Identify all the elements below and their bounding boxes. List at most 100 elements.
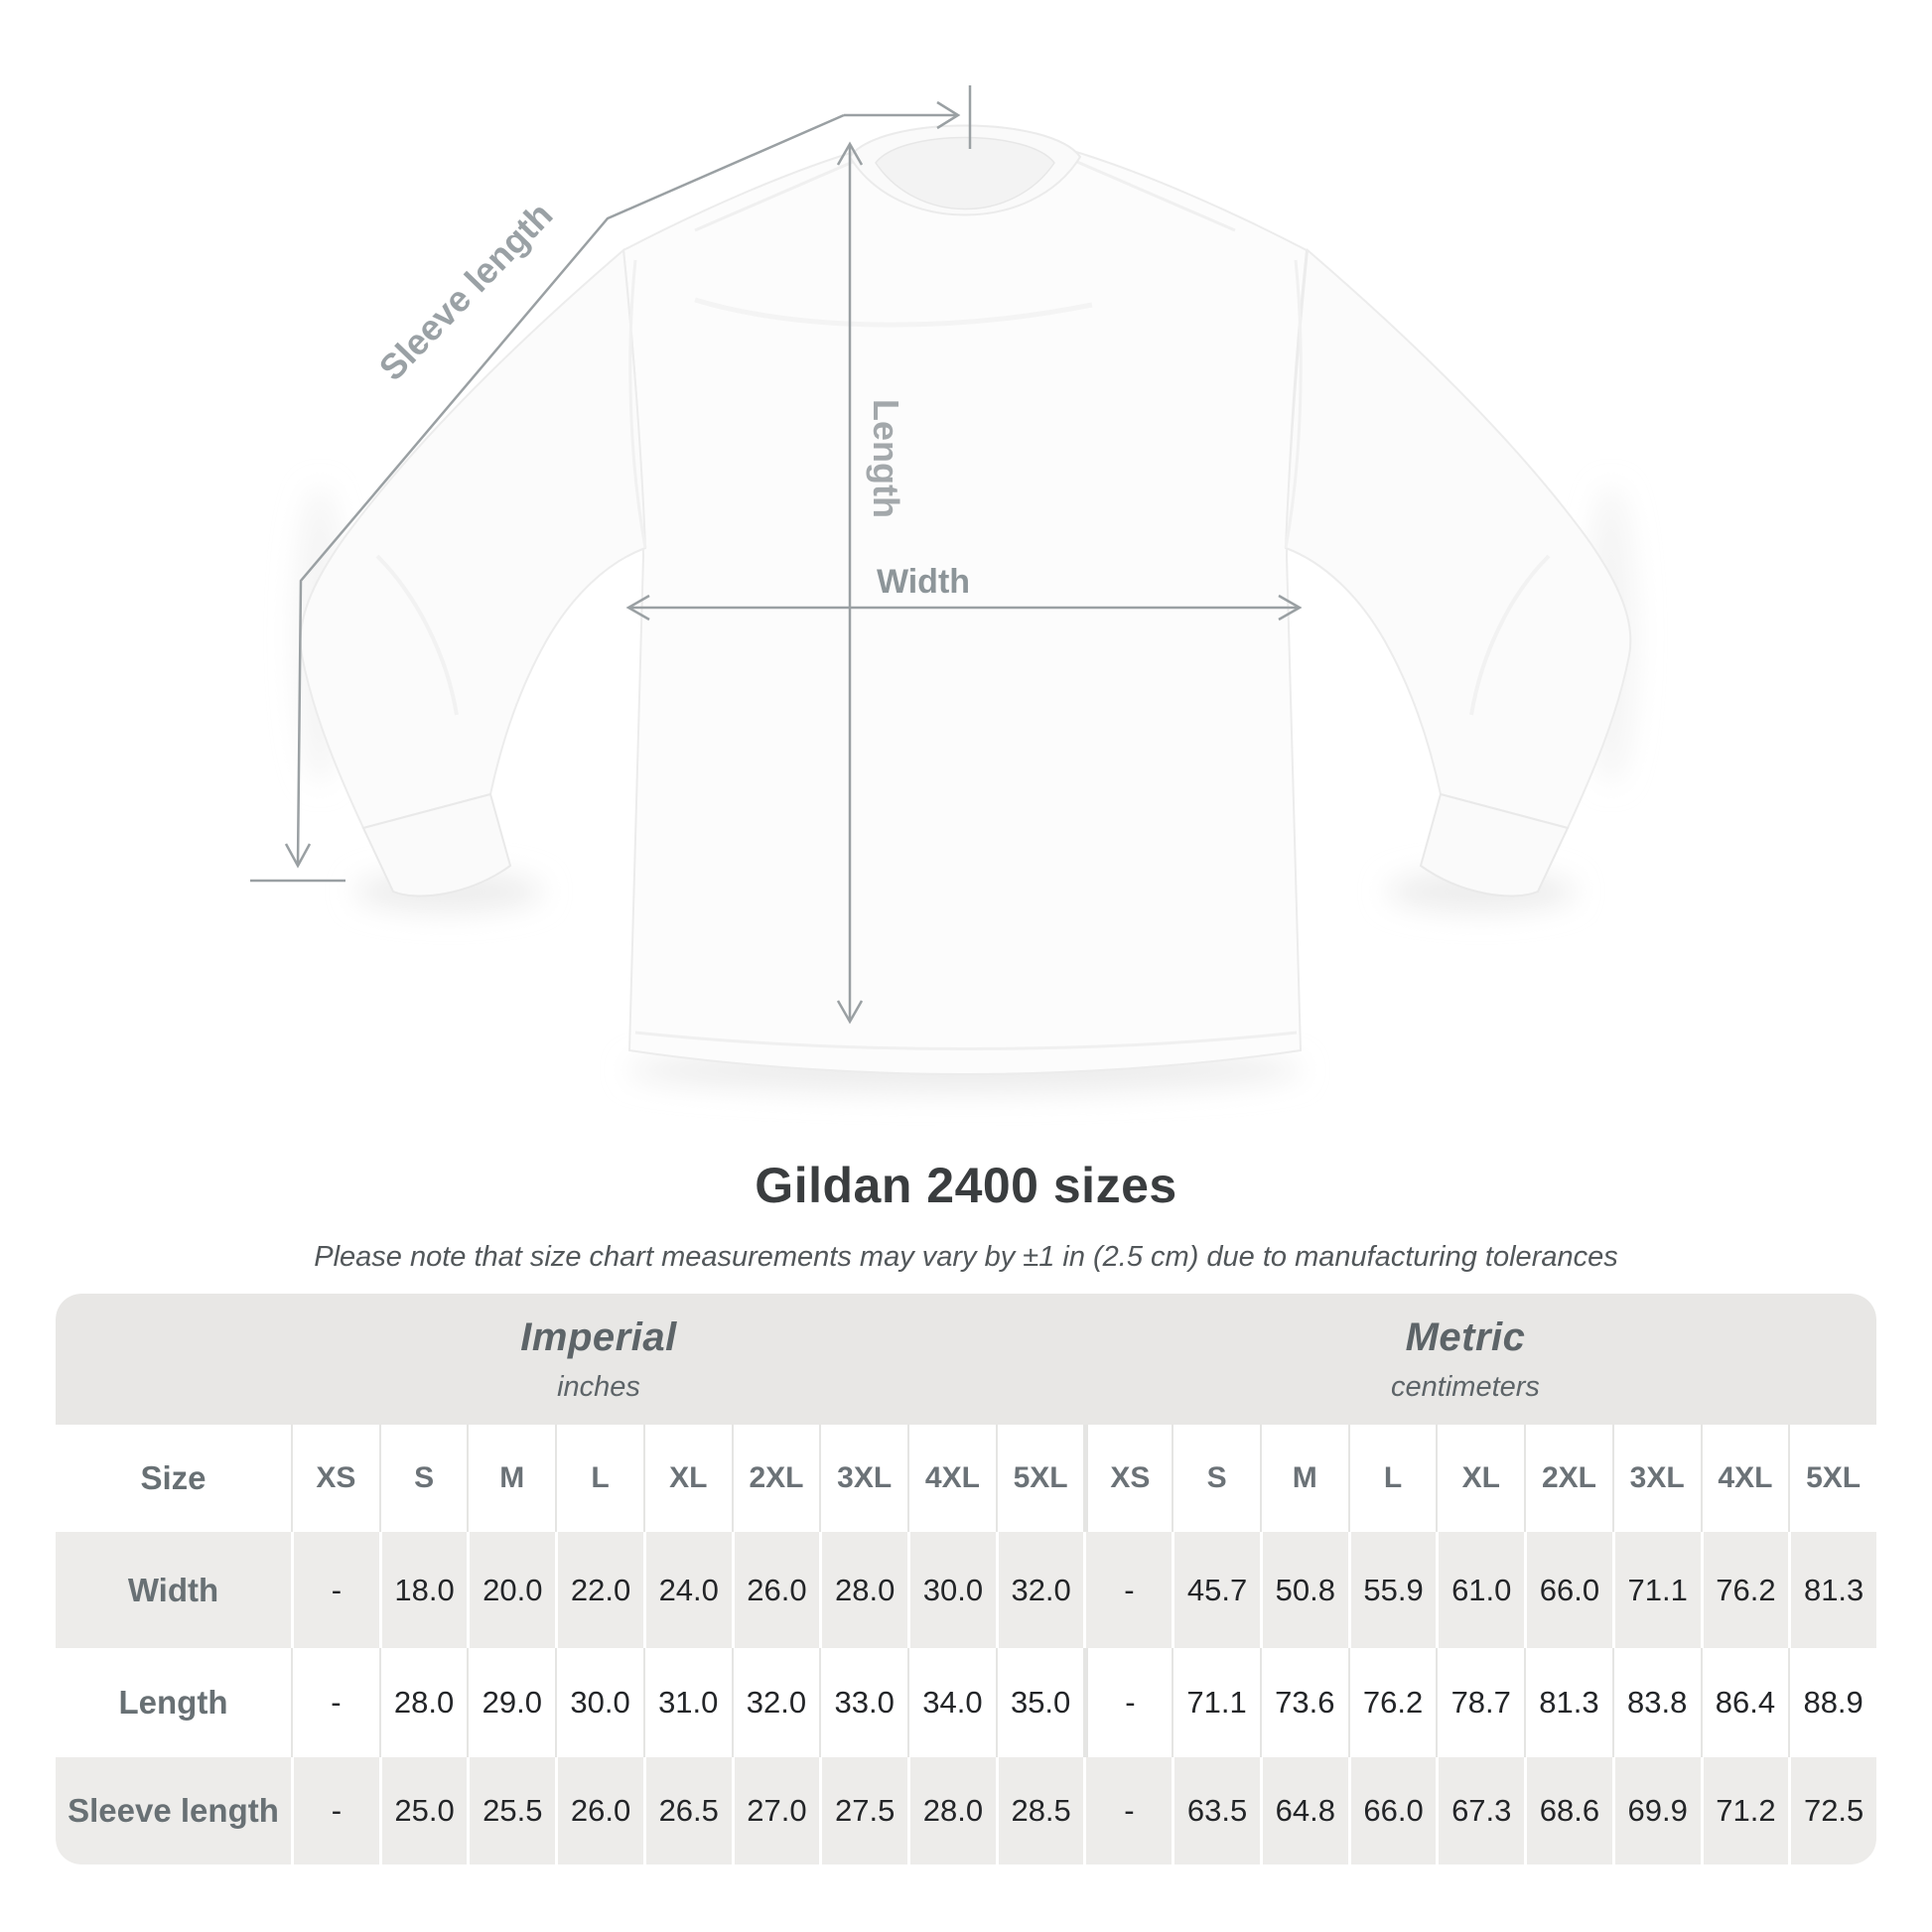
imperial-value: -: [291, 1648, 379, 1757]
metric-value: 69.9: [1611, 1757, 1701, 1864]
shirt-right-sleeve: [1284, 247, 1632, 830]
metric-value: 76.2: [1347, 1648, 1437, 1757]
metric-size-header: 2XL: [1524, 1425, 1612, 1532]
size-header-row: Size XS S M L XL 2XL 3XL 4XL 5XL XS S M L XL 2XL 3XL 4XL 5…: [56, 1425, 1876, 1532]
imperial-value: 35.0: [995, 1648, 1084, 1757]
imperial-size-header: S: [378, 1425, 468, 1532]
metric-label: Metric: [1405, 1314, 1526, 1359]
metric-size-header: M: [1259, 1425, 1348, 1532]
metric-value: 71.1: [1611, 1532, 1701, 1648]
measurement-row-length: Length -28.0 29.0 30.0 31.0 32.0 33.0 34.0 35.0-…: [56, 1648, 1876, 1757]
row-label: Sleeve length: [68, 1792, 279, 1829]
imperial-value: 30.0: [555, 1648, 643, 1757]
imperial-size-header: 4XL: [907, 1425, 996, 1532]
imperial-value: 25.5: [467, 1757, 555, 1864]
metric-size-header: S: [1172, 1425, 1260, 1532]
imperial-value: 26.0: [555, 1757, 643, 1864]
imperial-size-header: M: [467, 1425, 555, 1532]
metric-value: 67.3: [1436, 1757, 1524, 1864]
imperial-value: 24.0: [642, 1532, 732, 1648]
imperial-label: Imperial: [520, 1314, 677, 1359]
sleeve-length-line: [250, 85, 972, 883]
shirt-left-sleeve: [299, 247, 647, 830]
width-label: Width: [877, 563, 970, 601]
imperial-value: 18.0: [378, 1532, 468, 1648]
imperial-value: 33.0: [819, 1648, 907, 1757]
metric-size-header: XS: [1083, 1425, 1172, 1532]
metric-value: 81.3: [1524, 1648, 1612, 1757]
shirt-measurement-diagram: Sleeve length Length Width: [250, 85, 1635, 1092]
metric-value: 66.0: [1524, 1532, 1612, 1648]
metric-value: 86.4: [1700, 1648, 1789, 1757]
shirt-seams: [375, 157, 1551, 1050]
metric-header: Metric centimeters: [1084, 1294, 1876, 1425]
imperial-value: 31.0: [642, 1648, 732, 1757]
size-table: Imperial inches Metric centimeters Size X…: [56, 1294, 1876, 1864]
metric-value: 72.5: [1788, 1757, 1876, 1864]
imperial-size-header: 3XL: [819, 1425, 907, 1532]
metric-value: 55.9: [1347, 1532, 1437, 1648]
metric-value: 64.8: [1259, 1757, 1348, 1864]
row-label: Length: [118, 1684, 228, 1721]
imperial-value: 26.0: [731, 1532, 820, 1648]
imperial-value: 28.0: [907, 1757, 996, 1864]
length-line: [836, 141, 864, 1025]
metric-size-header: L: [1347, 1425, 1437, 1532]
measurement-row-width: Width -18.0 20.0 22.0 24.0 26.0 28.0 30.0 32.0-4…: [56, 1532, 1876, 1648]
imperial-value: 28.0: [819, 1532, 907, 1648]
imperial-size-header: 5XL: [995, 1425, 1084, 1532]
metric-size-header: XL: [1436, 1425, 1524, 1532]
metric-value: -: [1083, 1532, 1172, 1648]
measurement-row-sleeve-length: Sleeve length -25.0 25.5 26.0 26.5 27.0 27.5 28…: [56, 1757, 1876, 1864]
metric-value: 81.3: [1788, 1532, 1876, 1648]
width-line: [625, 594, 1303, 621]
metric-value: 50.8: [1259, 1532, 1348, 1648]
page-title: Gildan 2400 sizes: [755, 1158, 1177, 1213]
metric-value: 63.5: [1172, 1757, 1260, 1864]
row-label: Width: [127, 1571, 219, 1608]
shirt-left-cuff: [361, 792, 512, 897]
imperial-value: -: [291, 1757, 379, 1864]
imperial-value: 27.0: [731, 1757, 820, 1864]
table-rows: Size XS S M L XL 2XL 3XL 4XL 5XL XS S M L XL 2XL 3XL 4XL 5…: [56, 1425, 1876, 1864]
metric-value: 76.2: [1700, 1532, 1789, 1648]
shirt-collar-opening: [875, 136, 1055, 210]
imperial-size-header: 2XL: [731, 1425, 820, 1532]
imperial-size-header: XL: [642, 1425, 732, 1532]
metric-value: 88.9: [1788, 1648, 1876, 1757]
imperial-value: 30.0: [907, 1532, 996, 1648]
imperial-value: 34.0: [907, 1648, 996, 1757]
imperial-value: 32.0: [995, 1532, 1084, 1648]
metric-value: 61.0: [1436, 1532, 1524, 1648]
metric-value: 68.6: [1524, 1757, 1612, 1864]
imperial-value: 32.0: [731, 1648, 820, 1757]
metric-value: -: [1083, 1757, 1172, 1864]
imperial-header: Imperial inches: [56, 1294, 1084, 1425]
metric-value: 45.7: [1172, 1532, 1260, 1648]
size-column-header: Size: [140, 1459, 207, 1496]
imperial-size-header: L: [555, 1425, 643, 1532]
imperial-size-header: XS: [291, 1425, 379, 1532]
shirt-right-cuff: [1419, 792, 1570, 897]
metric-value: 71.2: [1700, 1757, 1789, 1864]
metric-size-header: 4XL: [1700, 1425, 1789, 1532]
imperial-sublabel: inches: [557, 1370, 640, 1403]
metric-value: 78.7: [1436, 1648, 1524, 1757]
imperial-value: 29.0: [467, 1648, 555, 1757]
imperial-value: 28.0: [378, 1648, 468, 1757]
tolerance-note: Please note that size chart measurements…: [314, 1241, 1618, 1273]
imperial-value: 25.0: [378, 1757, 468, 1864]
imperial-value: 22.0: [555, 1532, 643, 1648]
imperial-value: 28.5: [995, 1757, 1084, 1864]
metric-value: 71.1: [1172, 1648, 1260, 1757]
imperial-value: -: [291, 1532, 379, 1648]
metric-sublabel: centimeters: [1391, 1370, 1540, 1403]
imperial-value: 20.0: [467, 1532, 555, 1648]
unit-header-band: Imperial inches Metric centimeters: [56, 1294, 1876, 1425]
metric-value: -: [1083, 1648, 1172, 1757]
length-label: Length: [866, 399, 906, 518]
imperial-value: 26.5: [642, 1757, 732, 1864]
metric-value: 66.0: [1347, 1757, 1437, 1864]
shirt-body: [621, 148, 1309, 1076]
